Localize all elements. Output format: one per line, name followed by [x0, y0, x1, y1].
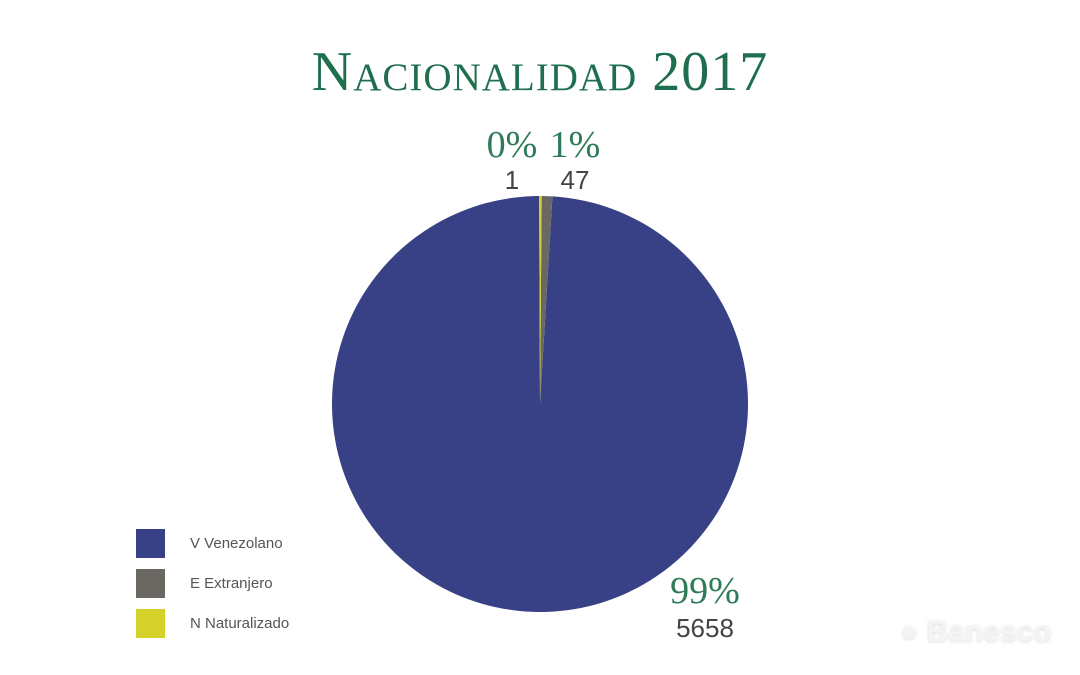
legend-label: N Naturalizado	[190, 614, 290, 632]
legend-label: V Venezolano	[190, 534, 283, 552]
data-label-percent: 99%	[670, 570, 740, 612]
legend: V Venezolano E Extranjero N Naturalizado	[136, 523, 289, 643]
legend-swatch	[136, 528, 165, 558]
banesco-logo-watermark: ● Banesco	[900, 615, 1052, 648]
legend-item: V Venezolano	[136, 523, 289, 563]
data-label-percent: 0%	[487, 124, 538, 166]
watermark-text: Banesco	[926, 615, 1052, 648]
legend-item: N Naturalizado	[136, 603, 289, 643]
data-label-value: 1	[505, 165, 519, 195]
pie-slice-naturalizado	[539, 196, 542, 404]
pie-slice-venezolano	[331, 196, 748, 613]
chart-title: Nacionalidad 2017	[311, 41, 769, 103]
data-label-percent: 1%	[550, 124, 601, 166]
data-label-value: 5658	[676, 613, 734, 643]
data-label-value: 47	[561, 165, 590, 195]
pie-slice-extranjero	[540, 196, 553, 404]
legend-label: E Extranjero	[190, 574, 273, 592]
legend-item: E Extranjero	[136, 563, 289, 603]
legend-swatch	[136, 568, 165, 598]
legend-swatch	[136, 608, 165, 638]
